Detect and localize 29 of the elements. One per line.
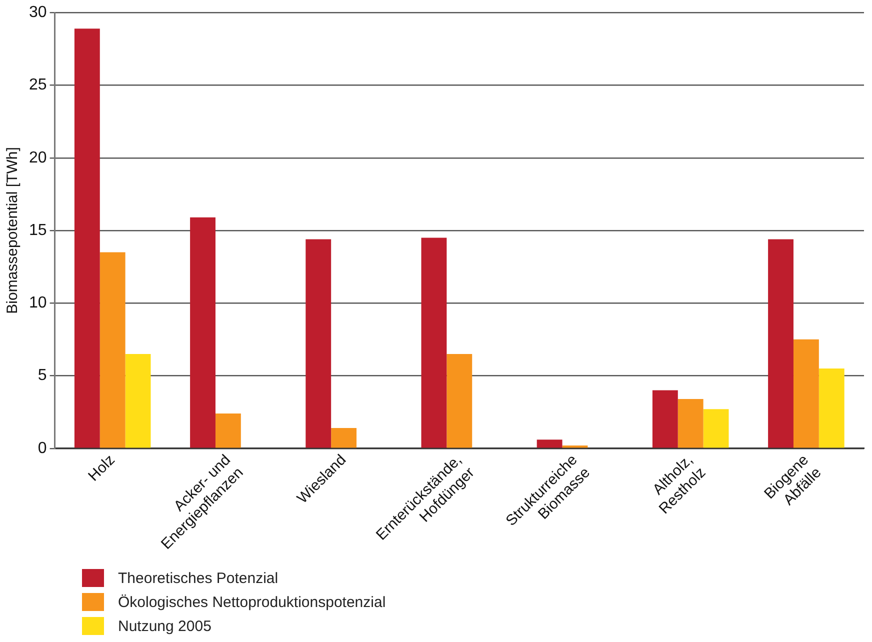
bar <box>421 238 447 448</box>
legend-label: Nutzung 2005 <box>118 618 212 634</box>
y-tick-label: 30 <box>29 4 47 22</box>
y-axis-title: Biomassepotential [TWh] <box>4 147 22 314</box>
y-tick-label: 20 <box>29 149 47 166</box>
y-tick-label: 0 <box>38 440 47 457</box>
bar <box>562 445 588 448</box>
legend-label: Theoretisches Potenzial <box>118 570 278 586</box>
x-tick-label: Holz <box>85 451 118 485</box>
bar <box>768 239 794 448</box>
bar <box>125 354 151 448</box>
bar <box>793 339 819 448</box>
bar <box>536 440 562 448</box>
bar <box>74 28 100 448</box>
bar <box>306 239 332 448</box>
y-tick-label: 10 <box>29 294 47 312</box>
y-tick-label: 15 <box>29 222 47 239</box>
bar <box>331 428 357 448</box>
bar <box>678 398 704 448</box>
bar <box>652 390 678 448</box>
bar <box>215 414 241 448</box>
bar <box>818 368 844 448</box>
legend-label: Ökologisches Nettoproduktionspotenzial <box>118 594 386 610</box>
bar <box>190 217 216 448</box>
y-tick-label: 25 <box>29 76 47 94</box>
bar <box>703 409 729 448</box>
bar <box>446 354 472 448</box>
y-tick-label: 5 <box>38 367 47 384</box>
bar <box>100 252 126 448</box>
